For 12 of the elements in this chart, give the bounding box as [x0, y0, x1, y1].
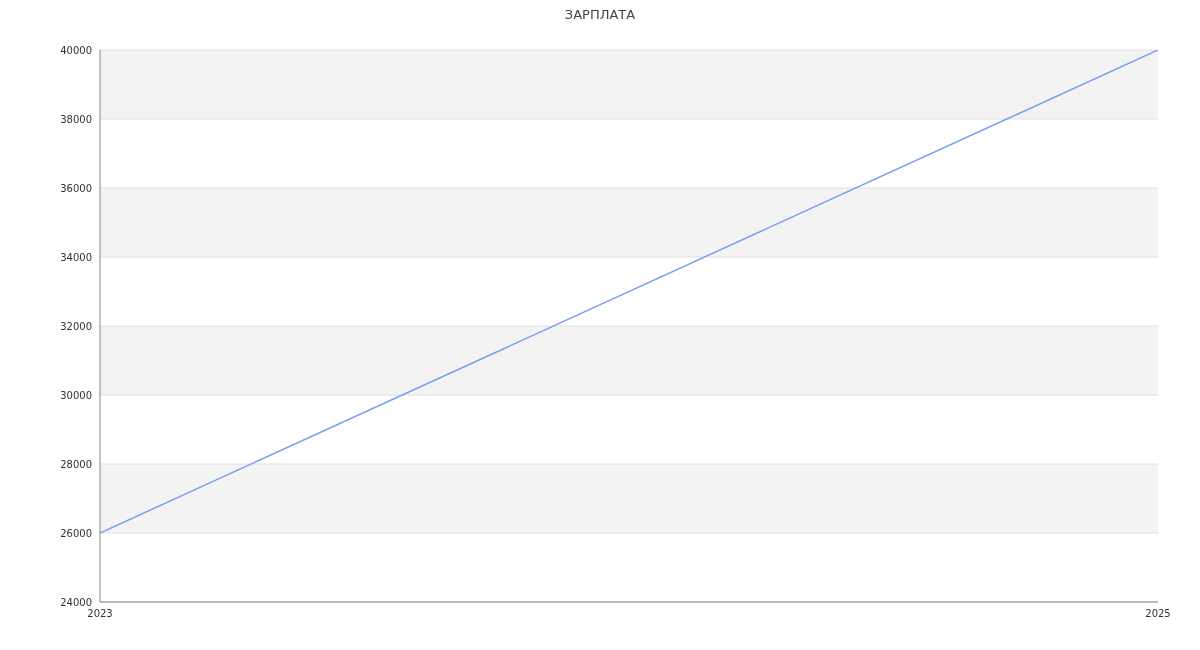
y-tick-label: 24000: [60, 596, 92, 608]
y-tick-label: 30000: [60, 389, 92, 401]
chart-title: ЗАРПЛАТА: [563, 7, 637, 24]
x-tick-label: 2025: [1145, 608, 1171, 620]
y-tick-label: 36000: [60, 182, 92, 194]
y-tick-label: 38000: [60, 113, 92, 125]
y-tick-label: 28000: [60, 458, 92, 470]
y-tick-label: 34000: [60, 251, 92, 263]
y-tick-label: 32000: [60, 320, 92, 332]
x-tick-label: 2023: [87, 608, 113, 620]
y-tick-label: 40000: [60, 44, 92, 56]
y-tick-label: 26000: [60, 527, 92, 539]
